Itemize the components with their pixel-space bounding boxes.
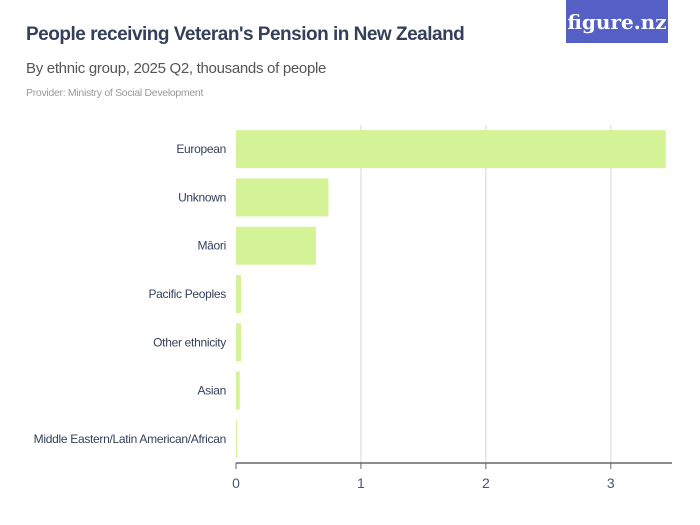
x-tick-label: 1	[357, 475, 365, 491]
bar	[236, 371, 240, 410]
chart-title: People receiving Veteran's Pension in Ne…	[26, 24, 465, 45]
x-tick-label: 2	[482, 475, 490, 491]
x-tick-label: 0	[232, 475, 240, 491]
category-label: Pacific Peoples	[148, 287, 226, 301]
chart-subtitle: By ethnic group, 2025 Q2, thousands of p…	[26, 60, 327, 77]
category-label: Unknown	[178, 190, 226, 204]
bar	[236, 178, 329, 217]
bar	[236, 130, 666, 169]
bar	[236, 226, 316, 265]
category-label: Asian	[197, 384, 226, 398]
bar	[236, 323, 241, 362]
category-label: Middle Eastern/Latin American/African	[34, 432, 226, 446]
figure-nz-logo[interactable]: figure.nz	[566, 0, 668, 43]
category-label: Other ethnicity	[153, 335, 226, 349]
bar	[236, 275, 241, 313]
bar	[236, 419, 237, 458]
category-label: European	[176, 142, 226, 156]
category-label: Māori	[197, 239, 226, 253]
provider-text: Provider: Ministry of Social Development	[26, 87, 204, 99]
x-tick-label: 3	[607, 475, 615, 491]
